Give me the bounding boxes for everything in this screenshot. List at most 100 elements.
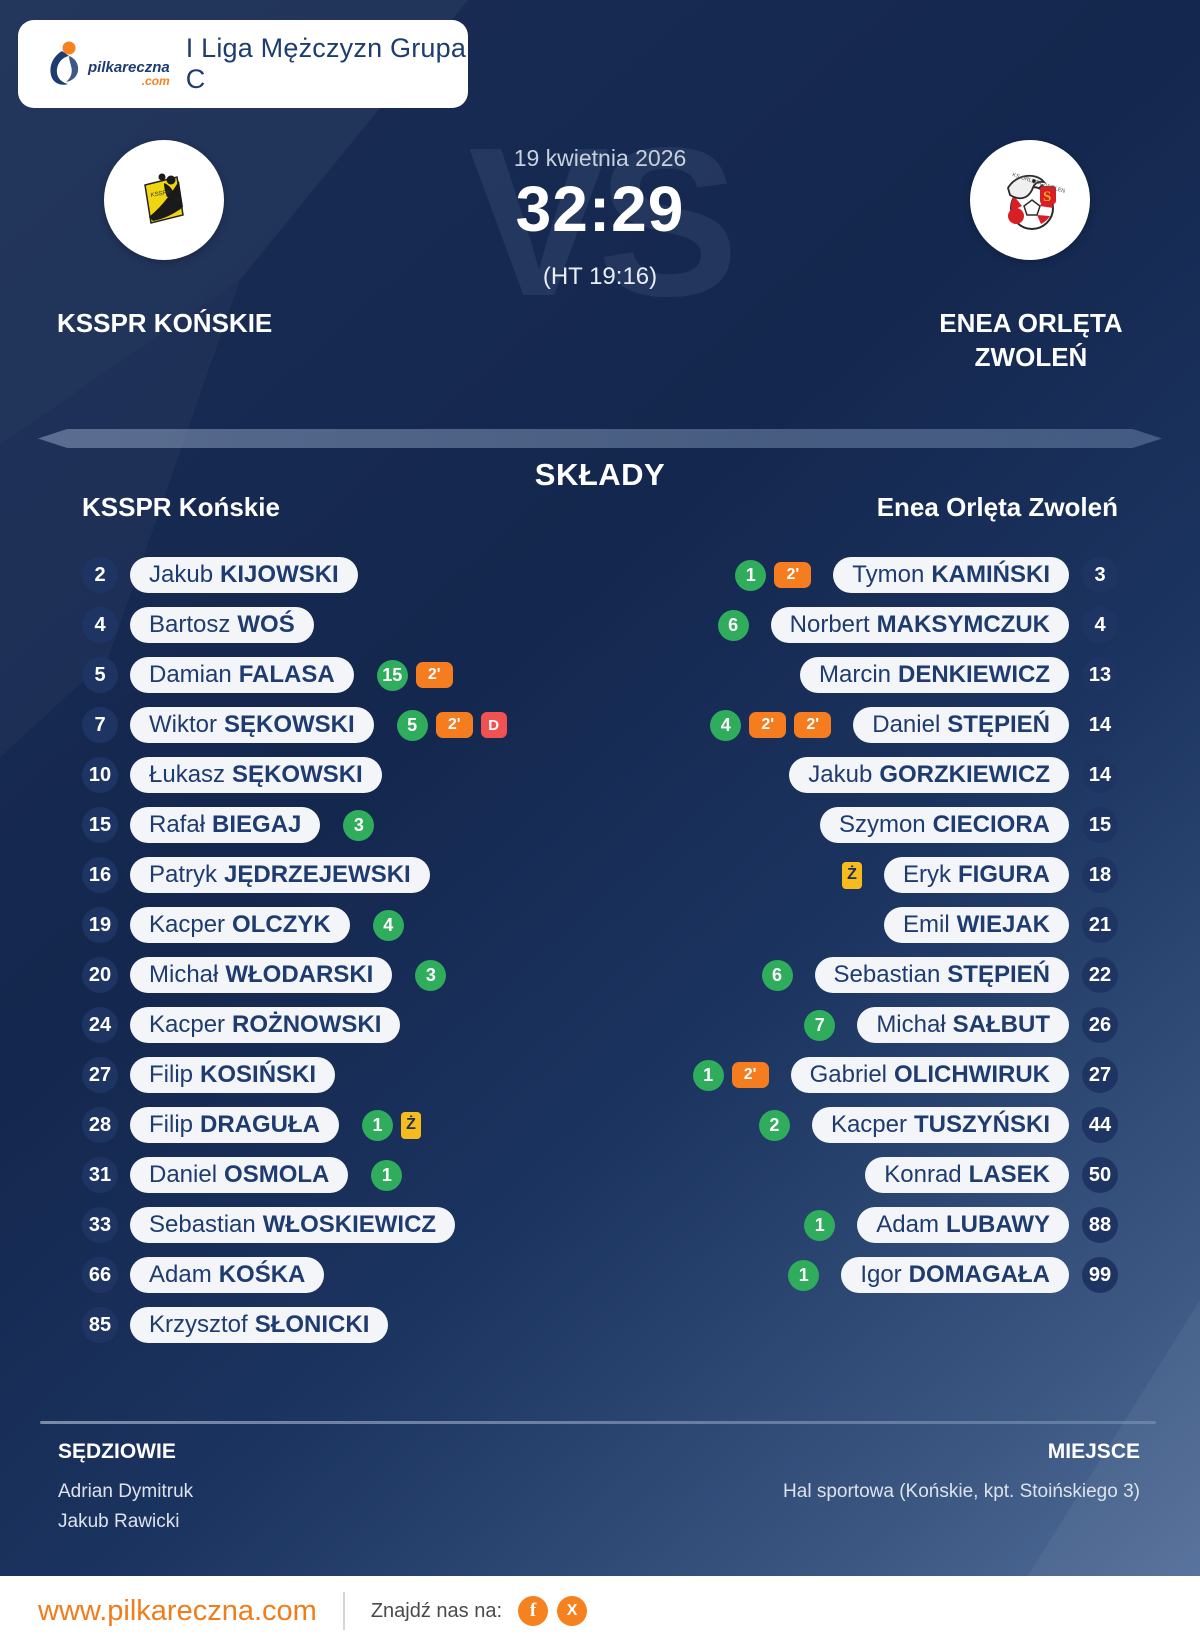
goals-badge: 15	[376, 659, 408, 691]
referee-name: Adrian Dymitruk	[58, 1481, 194, 1502]
player-last-name: MAKSYMCZUK	[876, 611, 1050, 638]
goals-badge: 3	[415, 959, 447, 991]
player-badges: Ż	[842, 861, 862, 889]
section-divider-arrow	[38, 429, 1162, 448]
away-lineup-header: Enea Orlęta Zwoleń	[876, 492, 1118, 522]
suspension-badge: 2'	[749, 712, 787, 738]
player-row: 1 Adam LUBAWY 88	[693, 1200, 1118, 1250]
goals-badge: 6	[761, 959, 793, 991]
player-row: 27 Filip KOSIŃSKI	[82, 1050, 507, 1100]
player-number: 3	[1082, 557, 1118, 593]
disqualification-badge: D	[480, 712, 507, 738]
venue-block: MIEJSCE Hal sportowa (Końskie, kpt. Stoi…	[783, 1440, 1140, 1537]
player-last-name: WOŚ	[237, 611, 295, 638]
player-name-pill: Rafał BIEGAJ	[130, 807, 321, 843]
player-first-name: Igor	[860, 1261, 902, 1288]
player-first-name: Michał	[149, 961, 219, 988]
player-name-pill: Krzysztof SŁONICKI	[130, 1307, 389, 1343]
x-icon[interactable]: X	[557, 1596, 588, 1626]
player-row: Konrad LASEK 50	[693, 1150, 1118, 1200]
svg-text:KSSPR: KSSPR	[150, 189, 172, 199]
player-badges: 1	[804, 1209, 836, 1241]
goals-badge: 3	[343, 809, 375, 841]
player-badges: 4	[372, 909, 404, 941]
away-team-name-line2: ZWOLEŃ	[974, 342, 1088, 372]
player-name-pill: Daniel OSMOLA	[130, 1157, 349, 1193]
player-badges: 6	[717, 609, 749, 641]
player-badges: 5 2' D	[396, 709, 507, 741]
player-row: Szymon CIECIORA 15	[693, 800, 1118, 850]
player-badges: 1	[371, 1159, 403, 1191]
svg-text:S: S	[1043, 189, 1051, 205]
player-last-name: SĘKOWSKI	[224, 711, 355, 738]
player-first-name: Michał	[876, 1011, 946, 1038]
footer-divider	[342, 1592, 345, 1630]
pilkareczna-logo[interactable]: pilkareczna .com	[42, 41, 170, 87]
player-last-name: ROŻNOWSKI	[232, 1011, 382, 1038]
player-badges: 1 2'	[735, 559, 812, 591]
player-number: 7	[82, 707, 118, 743]
player-row: 33 Sebastian WŁOSKIEWICZ	[82, 1200, 507, 1250]
player-number: 66	[82, 1257, 118, 1293]
player-last-name: SŁONICKI	[254, 1311, 370, 1338]
player-name-pill: Daniel STĘPIEŃ	[853, 707, 1069, 743]
logo-name: pilkareczna	[88, 59, 170, 76]
suspension-badge: 2'	[731, 1062, 769, 1088]
venue-name: Hal sportowa (Końskie, kpt. Stoińskiego …	[783, 1481, 1140, 1502]
player-name-pill: Jakub GORZKIEWICZ	[789, 757, 1069, 793]
player-first-name: Kacper	[830, 1111, 907, 1138]
goals-badge: 1	[371, 1159, 403, 1191]
lineup-columns: 2 Jakub KIJOWSKI 4 Bartosz WOŚ 5 Damian FALASA 15…	[82, 550, 1118, 1350]
player-first-name: Konrad	[884, 1161, 962, 1188]
orleta-zwolen-crest-icon: S KS ORLĘTA ZWOLEŃ	[1007, 171, 1066, 230]
player-first-name: Adam	[876, 1211, 939, 1238]
player-row: 6 Sebastian STĘPIEŃ 22	[693, 950, 1118, 1000]
player-row: 7 Wiktor SĘKOWSKI 5 2' D	[82, 700, 507, 750]
player-number: 15	[82, 807, 118, 843]
player-row: 4 Bartosz WOŚ	[82, 600, 507, 650]
player-number: 4	[1082, 607, 1118, 643]
player-name-pill: Filip DRAGUŁA	[130, 1107, 340, 1143]
player-last-name: DOMAGAŁA	[908, 1261, 1050, 1288]
player-number: 24	[82, 1007, 118, 1043]
player-last-name: STĘPIEŃ	[947, 961, 1050, 988]
home-lineup-header: KSSPR Końskie	[82, 492, 280, 522]
player-first-name: Daniel	[149, 1161, 218, 1188]
facebook-icon[interactable]: f	[518, 1596, 549, 1626]
player-last-name: OLCZYK	[232, 911, 331, 938]
suspension-badge: 2'	[794, 712, 832, 738]
player-name-pill: Michał WŁODARSKI	[130, 957, 393, 993]
away-player-list: 1 2' Tymon KAMIŃSKI 3 6 Norbert MAKSYMCZUK 4 Marc…	[692, 550, 1118, 1350]
player-first-name: Sebastian	[149, 1211, 256, 1238]
suspension-badge: 2'	[435, 712, 473, 738]
pilkareczna-wordmark: pilkareczna .com	[88, 60, 170, 87]
goals-badge: 4	[372, 909, 404, 941]
player-badges: 7	[804, 1009, 836, 1041]
player-number: 27	[1082, 1057, 1118, 1093]
player-name-pill: Adam KOŚKA	[130, 1257, 325, 1293]
player-row: 6 Norbert MAKSYMCZUK 4	[693, 600, 1118, 650]
player-row: 20 Michał WŁODARSKI 3	[82, 950, 507, 1000]
player-last-name: KOSIŃSKI	[200, 1061, 317, 1088]
goals-badge: 1	[692, 1059, 724, 1091]
player-row: 66 Adam KOŚKA	[82, 1250, 507, 1300]
yellow-card-badge: Ż	[842, 861, 862, 889]
website-link[interactable]: www.pilkareczna.com	[38, 1594, 317, 1627]
player-first-name: Szymon	[838, 811, 926, 838]
player-number: 31	[82, 1157, 118, 1193]
player-number: 5	[82, 657, 118, 693]
player-number: 21	[1082, 907, 1118, 943]
player-row: 1 2' Gabriel OLICHWIRUK 27	[692, 1050, 1118, 1100]
lineups-section-title: SKŁADY	[534, 457, 666, 492]
player-number: 27	[82, 1057, 118, 1093]
player-first-name: Kacper	[149, 1011, 226, 1038]
player-number: 99	[1082, 1257, 1118, 1293]
home-team-name: KSSPR KOŃSKIE	[57, 308, 273, 338]
player-first-name: Tymon	[852, 561, 925, 588]
player-number: 20	[82, 957, 118, 993]
player-name-pill: Wiktor SĘKOWSKI	[130, 707, 374, 743]
player-last-name: STĘPIEŃ	[947, 711, 1050, 738]
player-name-pill: Tymon KAMIŃSKI	[833, 557, 1069, 593]
player-last-name: BIEGAJ	[212, 811, 302, 838]
